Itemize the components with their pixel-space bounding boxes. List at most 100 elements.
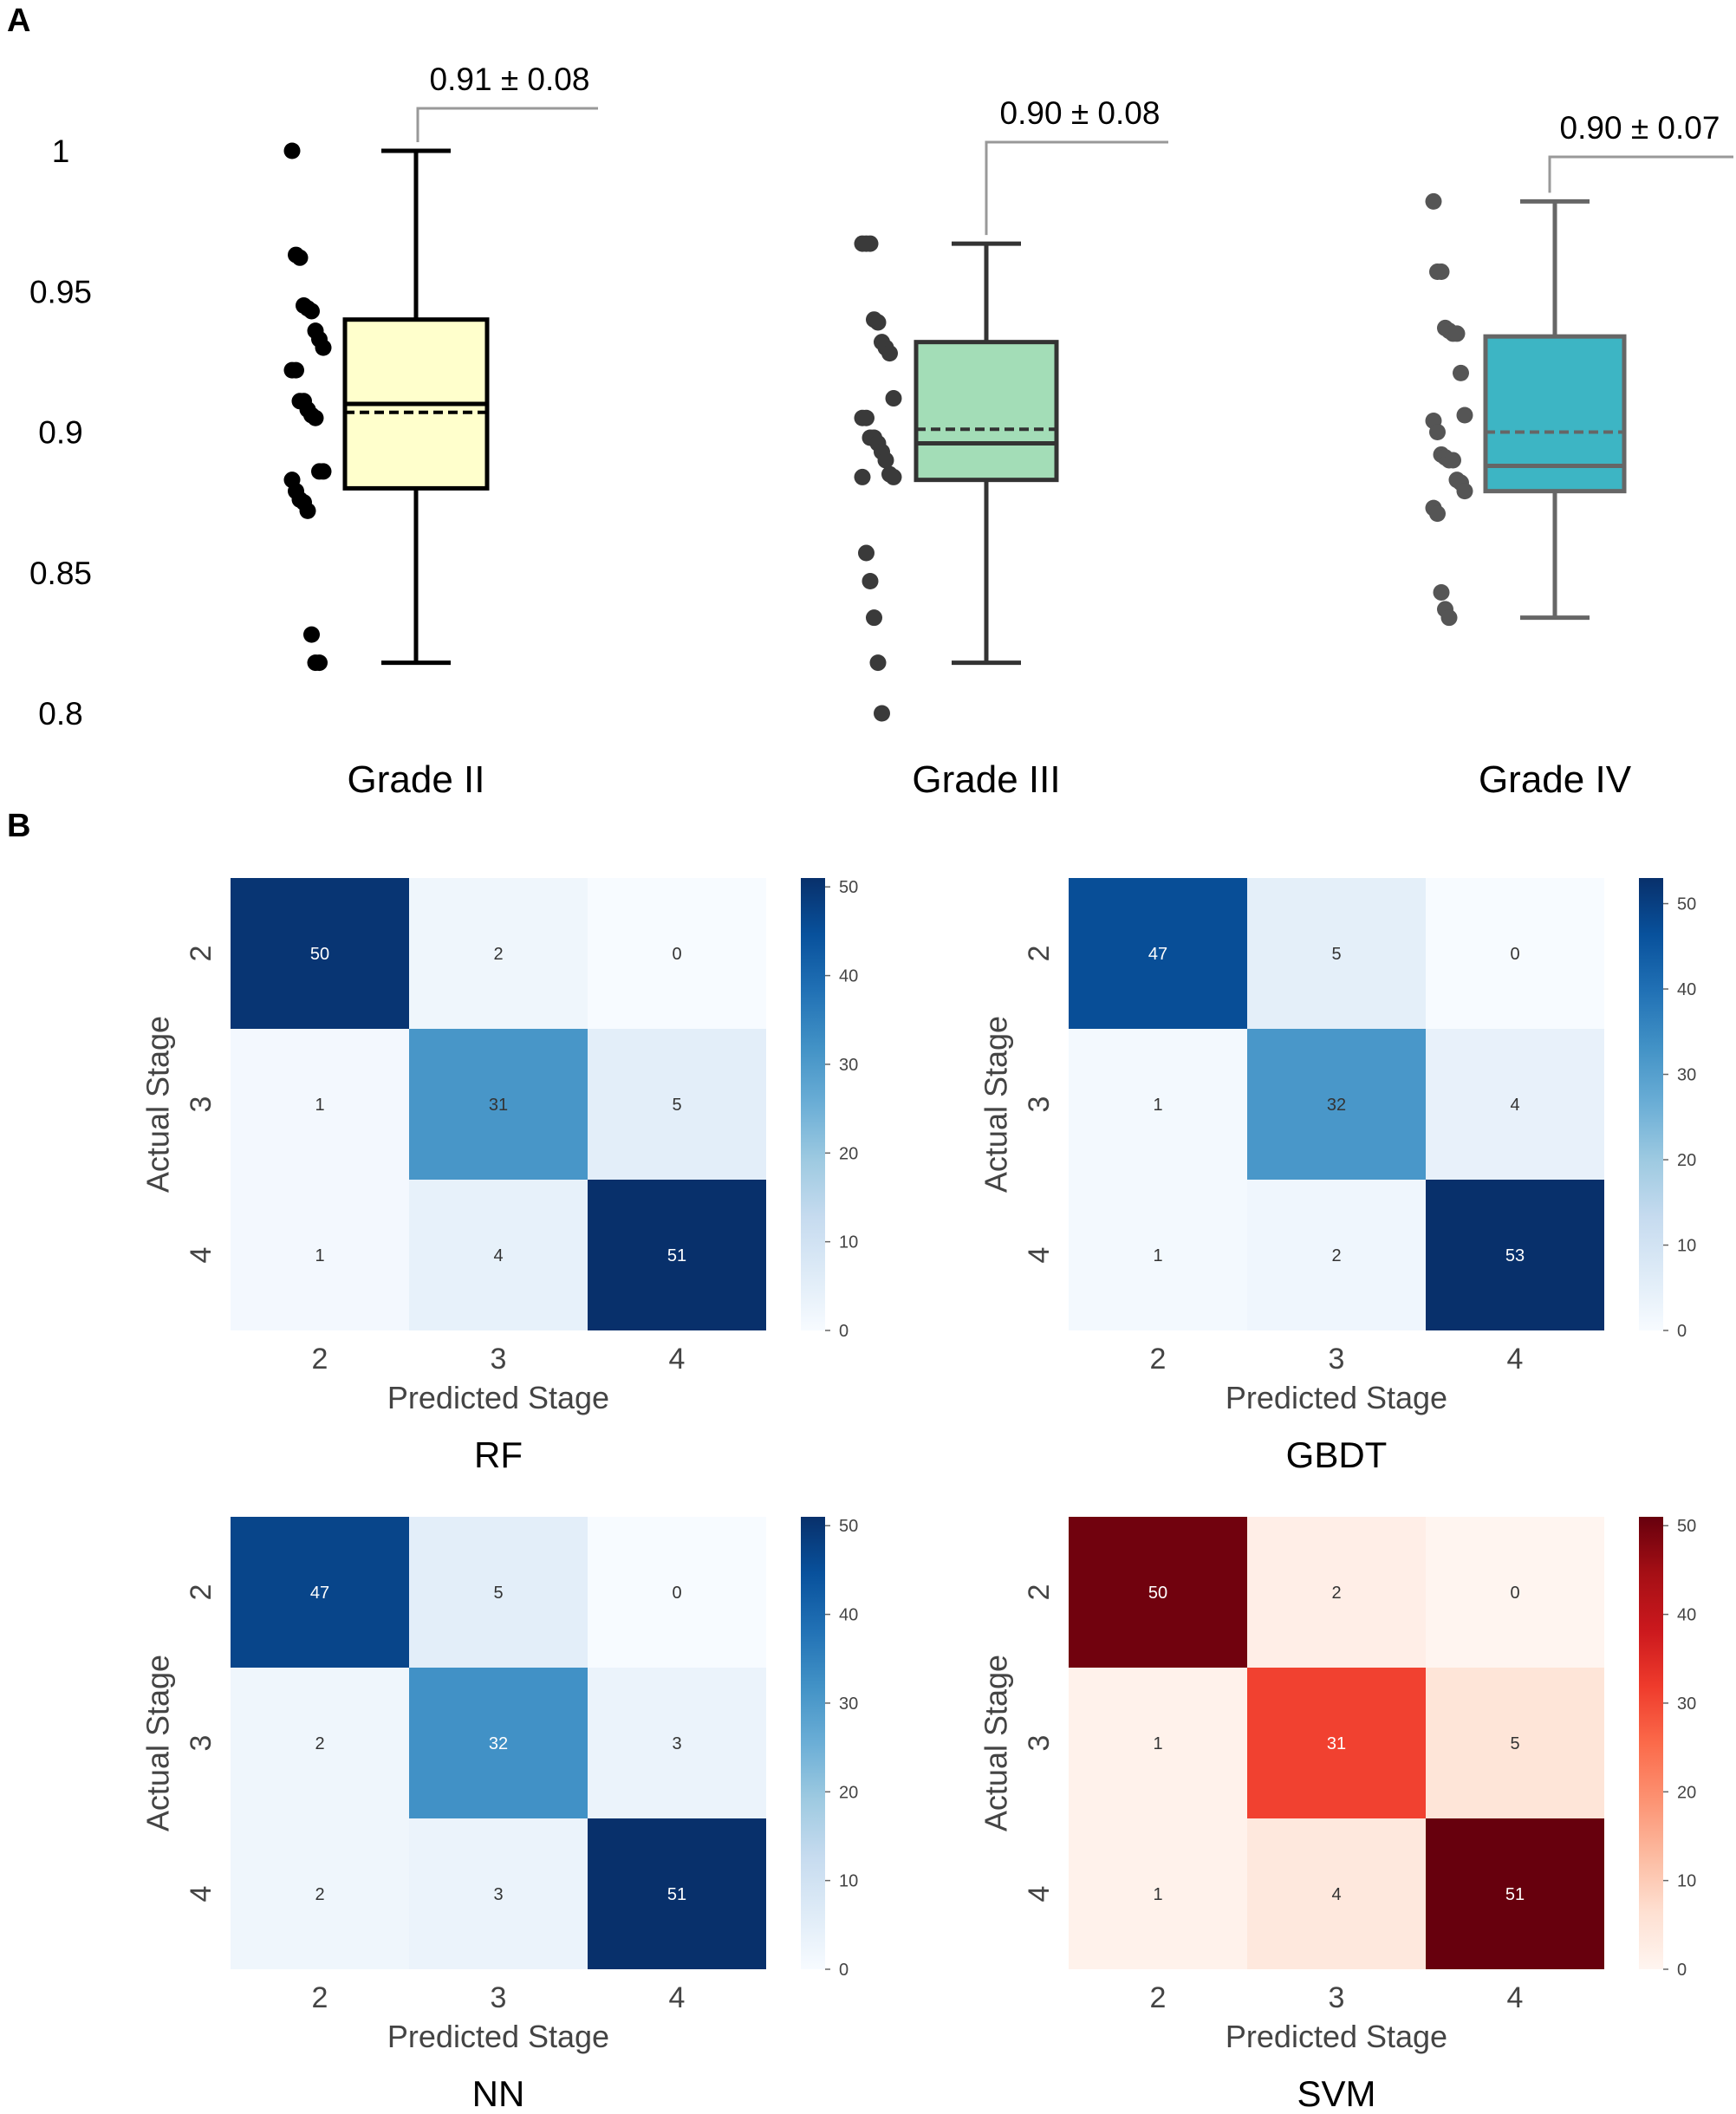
heatmap-cell [409,1180,588,1330]
heatmap-cell [588,1668,766,1818]
y-tick-label: 0.9 [38,415,82,451]
cell-value: 0 [672,945,681,964]
data-point [885,468,902,485]
heatmap-cell [1069,1818,1247,1969]
colorbar-tick-label: 50 [1677,895,1696,914]
colorbar-tick-label: 20 [1677,1783,1696,1802]
heatmap-cell [409,1517,588,1668]
heatmap-cell [1426,878,1604,1029]
x-tick-label: 4 [669,1343,686,1376]
colorbar-tick-label: 30 [1677,1066,1696,1085]
colorbar-tick-label: 50 [839,1517,858,1536]
x-tick-label: 4 [1507,1343,1524,1376]
heatmap-title: NN [472,2073,525,2114]
heatmap-cell [409,1818,588,1969]
data-point [1433,583,1450,601]
cell-value: 32 [489,1734,508,1753]
heatmap-cell [1069,1668,1247,1818]
colorbar-tick-label: 30 [1677,1694,1696,1714]
heatmap-cell [231,878,409,1029]
cell-value: 1 [1153,1885,1162,1904]
y-axis-label: Actual Stage [140,1016,176,1193]
heatmap-cell [231,1818,409,1969]
y-tick-label: 4 [1023,1886,1056,1903]
y-tick-label: 0.85 [29,556,92,591]
colorbar-tick-label: 30 [839,1056,858,1075]
cell-value: 31 [489,1096,508,1115]
category-label: Grade II [348,758,485,801]
colorbar-tick-label: 20 [839,1144,858,1163]
colorbar-tick-label: 10 [839,1233,858,1252]
heatmap-cell [231,1180,409,1330]
data-point [885,390,902,407]
heatmap-cell [1426,1517,1604,1668]
data-point [315,463,332,480]
cell-value: 0 [672,1584,681,1603]
y-tick-label: 3 [185,1735,218,1752]
y-tick-label: 2 [1023,946,1056,962]
cell-value: 1 [315,1096,324,1115]
colorbar-tick-label: 50 [839,878,858,897]
heatmap-cell [1426,1180,1604,1330]
data-point [303,302,320,320]
y-tick-label: 4 [1023,1247,1056,1264]
y-tick-label: 1 [52,133,70,169]
data-point [1453,364,1469,381]
heatmap-cell [409,1029,588,1180]
data-point [303,626,320,643]
heatmap-cell [1247,1668,1426,1818]
x-tick-label: 3 [491,1981,507,2014]
cell-value: 1 [1153,1246,1162,1265]
cell-value: 2 [1331,1584,1341,1603]
cell-value: 2 [493,945,503,964]
data-point [861,235,879,252]
data-point [858,409,875,426]
cell-value: 51 [667,1246,686,1265]
x-axis-label: Predicted Stage [1226,2019,1447,2054]
cell-value: 0 [1510,945,1519,964]
data-point [299,502,316,519]
data-point [307,409,324,426]
y-tick-label: 3 [1023,1735,1056,1752]
colorbar [801,1517,825,1969]
data-point [315,339,332,356]
heatmap-cell [231,1517,409,1668]
data-point [283,142,301,159]
colorbar-tick-label: 30 [839,1694,858,1714]
x-tick-label: 2 [312,1343,328,1376]
y-tick-label: 2 [1023,1584,1056,1601]
colorbar-tick-label: 10 [839,1872,858,1891]
colorbar [801,878,825,1330]
heatmap-cell [588,1818,766,1969]
x-tick-label: 4 [1507,1981,1524,2014]
heatmap-cell [588,1180,766,1330]
colorbar-tick-label: 0 [1677,1961,1687,1980]
heatmap-cell [1247,1818,1426,1969]
x-axis-label: Predicted Stage [387,2019,609,2054]
cell-value: 3 [493,1885,503,1904]
y-tick-label: 3 [1023,1096,1056,1113]
heatmap-cell [1426,1818,1604,1969]
cell-value: 5 [672,1096,681,1115]
cell-value: 0 [1510,1584,1519,1603]
data-point [1440,609,1458,627]
y-tick-label: 0.95 [29,274,92,309]
cell-value: 5 [1331,945,1341,964]
annotation-bracket [416,107,598,142]
data-point [869,314,887,331]
colorbar-tick-label: 40 [839,1606,858,1625]
cell-value: 5 [1510,1734,1519,1753]
category-label: Grade IV [1479,758,1632,801]
heatmap-cell [409,1668,588,1818]
cell-value: 1 [1153,1096,1162,1115]
cell-value: 32 [1327,1096,1346,1115]
y-tick-label: 4 [185,1247,218,1264]
data-point [1448,325,1466,342]
cell-value: 50 [1148,1584,1167,1603]
iqr-box [914,340,1059,483]
mean-sd-annotation: 0.90 ± 0.07 [1560,110,1720,146]
heatmap-cell [588,1517,766,1668]
colorbar-tick-label: 40 [839,967,858,986]
